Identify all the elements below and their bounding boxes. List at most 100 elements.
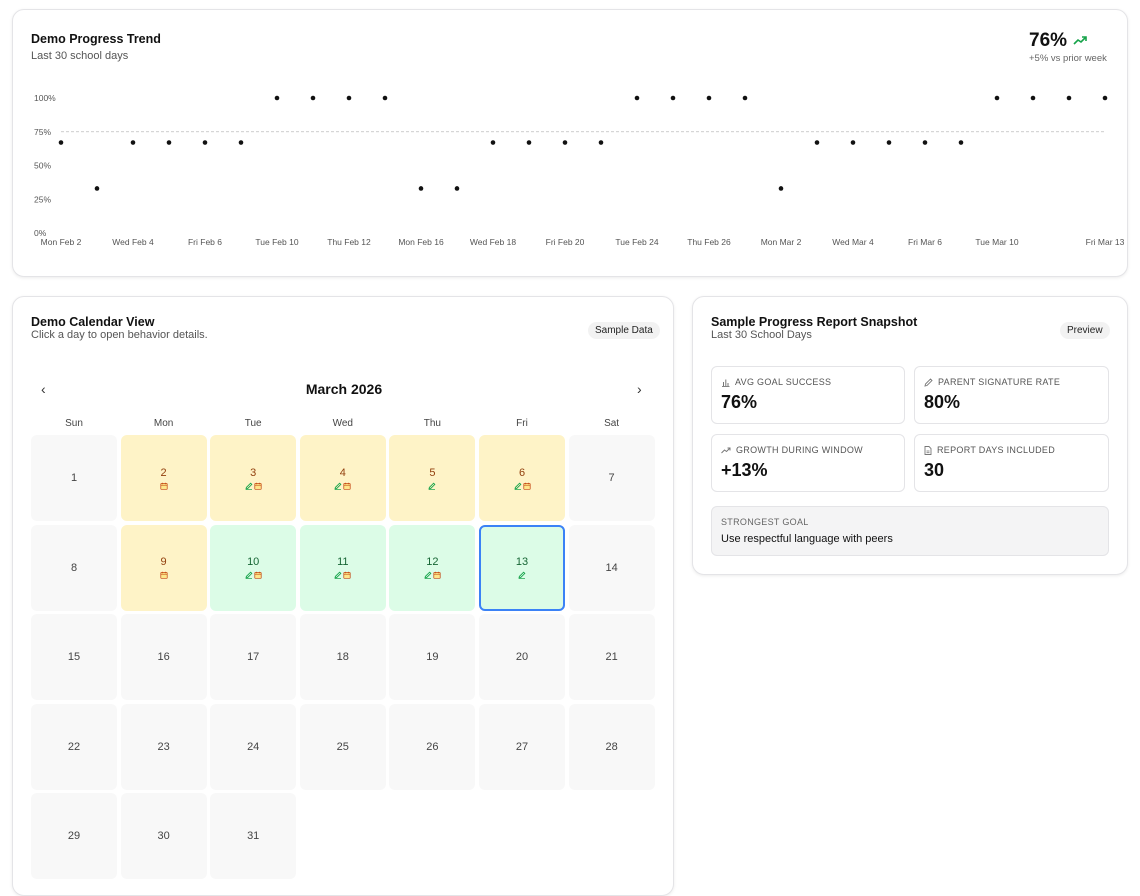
data-point[interactable] <box>778 186 784 191</box>
data-point[interactable] <box>238 140 244 145</box>
data-point[interactable] <box>850 140 856 145</box>
data-point[interactable] <box>490 140 496 145</box>
y-tick-label: 75% <box>34 127 51 137</box>
next-month-button[interactable]: › <box>637 381 642 397</box>
x-tick-label: Thu Feb 26 <box>687 237 731 247</box>
x-tick-label: Tue Mar 10 <box>975 237 1018 247</box>
calendar-day-1[interactable]: 1 <box>31 435 117 521</box>
x-tick-label: Fri Mar 6 <box>908 237 942 247</box>
stat-growth-during-window: GROWTH DURING WINDOW +13% <box>711 434 905 492</box>
day-number: 29 <box>67 830 81 843</box>
data-point[interactable] <box>1066 95 1072 101</box>
data-point[interactable] <box>634 95 640 101</box>
calendar-icon <box>522 482 531 490</box>
trending-up-icon <box>1073 36 1087 45</box>
data-point[interactable] <box>526 140 532 145</box>
calendar-day-10[interactable]: 10 <box>210 524 297 611</box>
calendar-day-8[interactable]: 8 <box>31 524 117 611</box>
calendar-day-20[interactable]: 20 <box>479 614 565 701</box>
calendar-day-17[interactable]: 17 <box>210 614 297 701</box>
trend-title: Demo Progress Trend <box>31 32 161 46</box>
calendar-icon <box>254 571 262 579</box>
data-point[interactable] <box>274 95 280 101</box>
data-point[interactable] <box>166 140 172 145</box>
weekday-header: Sun <box>65 418 83 429</box>
day-number: 30 <box>157 830 170 843</box>
report-title: Sample Progress Report Snapshot <box>711 315 918 329</box>
trend-kpi-delta: +5% vs prior week <box>1029 53 1107 64</box>
data-point[interactable] <box>130 140 136 145</box>
data-point[interactable] <box>58 140 64 145</box>
day-number: 5 <box>429 466 436 479</box>
calendar-day-27[interactable]: 27 <box>479 703 565 790</box>
calendar-day-6[interactable]: 6 <box>479 435 565 521</box>
day-number: 31 <box>247 830 260 843</box>
calendar-icon <box>254 482 262 490</box>
day-indicators <box>518 571 526 579</box>
trend-kpi-value: 76% <box>1029 30 1068 51</box>
day-number: 1 <box>70 472 78 484</box>
calendar-day-30[interactable]: 30 <box>120 793 207 880</box>
calendar-day-11[interactable]: 11 <box>299 524 386 611</box>
data-point[interactable] <box>1030 95 1036 101</box>
x-tick-label: Thu Feb 12 <box>327 237 371 247</box>
calendar-day-21[interactable]: 21 <box>568 614 655 701</box>
x-tick-label: Mon Feb 2 <box>41 237 82 247</box>
calendar-icon <box>160 482 168 490</box>
calendar-day-31[interactable]: 31 <box>210 793 297 880</box>
calendar-subtitle: Click a day to open behavior details. <box>31 329 208 341</box>
data-point[interactable] <box>346 95 352 101</box>
pen-icon <box>424 571 432 579</box>
day-number: 19 <box>426 651 439 664</box>
calendar-day-3[interactable]: 3 <box>210 435 297 521</box>
data-point[interactable] <box>994 95 1000 101</box>
calendar-day-25[interactable]: 25 <box>299 703 386 790</box>
x-tick-label: Tue Feb 10 <box>255 237 298 247</box>
data-point[interactable] <box>454 186 460 191</box>
data-point[interactable] <box>562 140 568 145</box>
data-point[interactable] <box>94 186 100 191</box>
calendar-day-16[interactable]: 16 <box>120 614 207 701</box>
data-point[interactable] <box>742 95 748 101</box>
data-point[interactable] <box>418 186 424 191</box>
calendar-day-24[interactable]: 24 <box>210 703 297 790</box>
stat-value: 30 <box>924 460 945 480</box>
data-point[interactable] <box>382 95 388 101</box>
pen-icon <box>334 571 342 579</box>
calendar-day-15[interactable]: 15 <box>31 614 117 701</box>
calendar-day-2[interactable]: 2 <box>120 435 207 521</box>
calendar-day-23[interactable]: 23 <box>120 703 207 790</box>
calendar-day-14[interactable]: 14 <box>568 524 655 611</box>
data-point[interactable] <box>670 95 676 101</box>
day-indicators <box>245 482 262 490</box>
calendar-day-22[interactable]: 22 <box>31 703 117 790</box>
data-point[interactable] <box>886 140 892 145</box>
calendar-day-19[interactable]: 19 <box>389 614 476 701</box>
calendar-day-13[interactable]: 13 <box>479 524 565 611</box>
weekday-header: Wed <box>332 418 353 429</box>
progress-trend-card: Demo Progress Trend Last 30 school days … <box>12 9 1128 277</box>
calendar-day-7[interactable]: 7 <box>568 435 655 521</box>
prev-month-button[interactable]: ‹ <box>41 381 46 397</box>
calendar-day-29[interactable]: 29 <box>31 793 117 880</box>
data-point[interactable] <box>814 140 820 145</box>
calendar-day-4[interactable]: 4 <box>299 435 386 521</box>
document-icon <box>924 445 932 455</box>
data-point[interactable] <box>958 140 964 145</box>
data-point[interactable] <box>598 140 604 145</box>
data-point[interactable] <box>922 140 928 145</box>
data-point[interactable] <box>202 140 208 145</box>
calendar-day-18[interactable]: 18 <box>299 614 386 701</box>
report-subtitle: Last 30 School Days <box>711 329 812 341</box>
data-point[interactable] <box>706 95 712 101</box>
day-indicators <box>513 482 531 490</box>
calendar-day-26[interactable]: 26 <box>389 703 476 790</box>
data-point[interactable] <box>310 95 316 101</box>
data-point[interactable] <box>1102 95 1108 101</box>
calendar-day-12[interactable]: 12 <box>389 524 476 611</box>
calendar-day-28[interactable]: 28 <box>568 703 655 790</box>
calendar-day-9[interactable]: 9 <box>120 524 207 611</box>
calendar-day-5[interactable]: 5 <box>389 435 476 521</box>
stat-avg-goal-success: AVG GOAL SUCCESS 76% <box>711 366 905 424</box>
day-number: 27 <box>515 740 529 753</box>
